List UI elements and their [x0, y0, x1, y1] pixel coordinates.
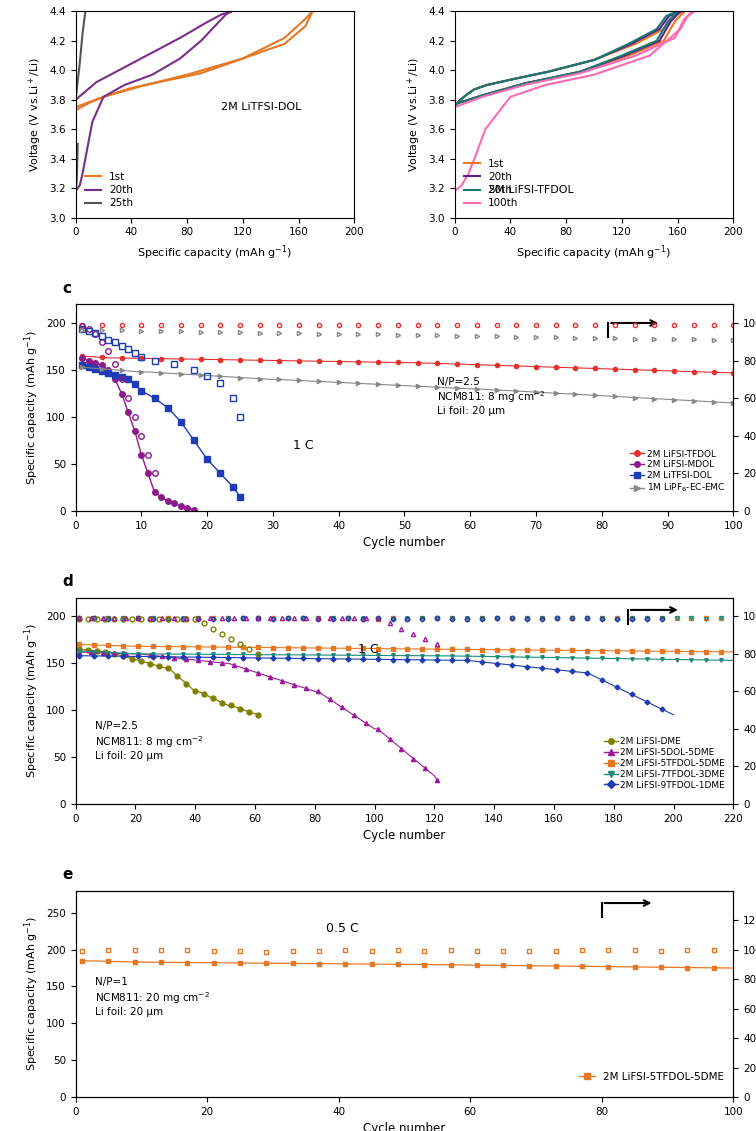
Text: 1 C: 1 C [358, 644, 379, 656]
Text: c: c [63, 282, 72, 296]
Text: 2M LiTFSI-DOL: 2M LiTFSI-DOL [221, 103, 301, 112]
Text: 1 C: 1 C [293, 439, 313, 452]
Text: N/P=2.5
NCM811: 8 mg cm$^{-2}$
Li foil: 20 μm: N/P=2.5 NCM811: 8 mg cm$^{-2}$ Li foil: … [95, 722, 203, 761]
Y-axis label: Specific capacity (mAh g$^{-1}$): Specific capacity (mAh g$^{-1}$) [22, 623, 41, 778]
Text: b: b [449, 0, 460, 3]
X-axis label: Specific capacity (mAh g$^{-1}$): Specific capacity (mAh g$^{-1}$) [138, 243, 293, 261]
X-axis label: Cycle number: Cycle number [364, 536, 445, 550]
Legend: 1st, 20th, 25th: 1st, 20th, 25th [81, 167, 137, 213]
Legend: 2M LiFSI-DME, 2M LiFSI-5DOL-5DME, 2M LiFSI-5TFDOL-5DME, 2M LiFSI-7TFDOL-3DME, 2M: 2M LiFSI-DME, 2M LiFSI-5DOL-5DME, 2M LiF… [600, 734, 729, 793]
X-axis label: Cycle number: Cycle number [364, 1122, 445, 1131]
Legend: 2M LiFSI-TFDOL, 2M LiFSI-MDOL, 2M LiTFSI-DOL, 1M LiPF$_6$-EC-EMC: 2M LiFSI-TFDOL, 2M LiFSI-MDOL, 2M LiTFSI… [627, 446, 729, 498]
Y-axis label: Specific capacity (mAh g$^{-1}$): Specific capacity (mAh g$^{-1}$) [22, 916, 41, 1071]
Text: a: a [70, 0, 80, 3]
X-axis label: Cycle number: Cycle number [364, 829, 445, 843]
Text: 0.5 C: 0.5 C [326, 922, 358, 935]
X-axis label: Specific capacity (mAh g$^{-1}$): Specific capacity (mAh g$^{-1}$) [516, 243, 671, 261]
Text: e: e [63, 867, 73, 882]
Legend: 2M LiFSI-5TFDOL-5DME: 2M LiFSI-5TFDOL-5DME [575, 1068, 728, 1086]
Legend: 1st, 20th, 50th, 100th: 1st, 20th, 50th, 100th [460, 155, 522, 213]
Text: N/P=1
NCM811: 20 mg cm$^{-2}$
Li foil: 20 μm: N/P=1 NCM811: 20 mg cm$^{-2}$ Li foil: 2… [95, 977, 210, 1017]
Text: d: d [63, 575, 73, 589]
Y-axis label: Specific capacity (mAh g$^{-1}$): Specific capacity (mAh g$^{-1}$) [22, 330, 41, 485]
Y-axis label: Voltage (V vs.Li$^+$/Li): Voltage (V vs.Li$^+$/Li) [405, 57, 423, 172]
Y-axis label: Voltage (V vs.Li$^+$/Li): Voltage (V vs.Li$^+$/Li) [26, 57, 44, 172]
Text: 2M LiFSI-TFDOL: 2M LiFSI-TFDOL [488, 185, 574, 195]
Text: N/P=2.5
NCM811: 8 mg cm$^{-2}$
Li foil: 20 μm: N/P=2.5 NCM811: 8 mg cm$^{-2}$ Li foil: … [437, 377, 546, 416]
